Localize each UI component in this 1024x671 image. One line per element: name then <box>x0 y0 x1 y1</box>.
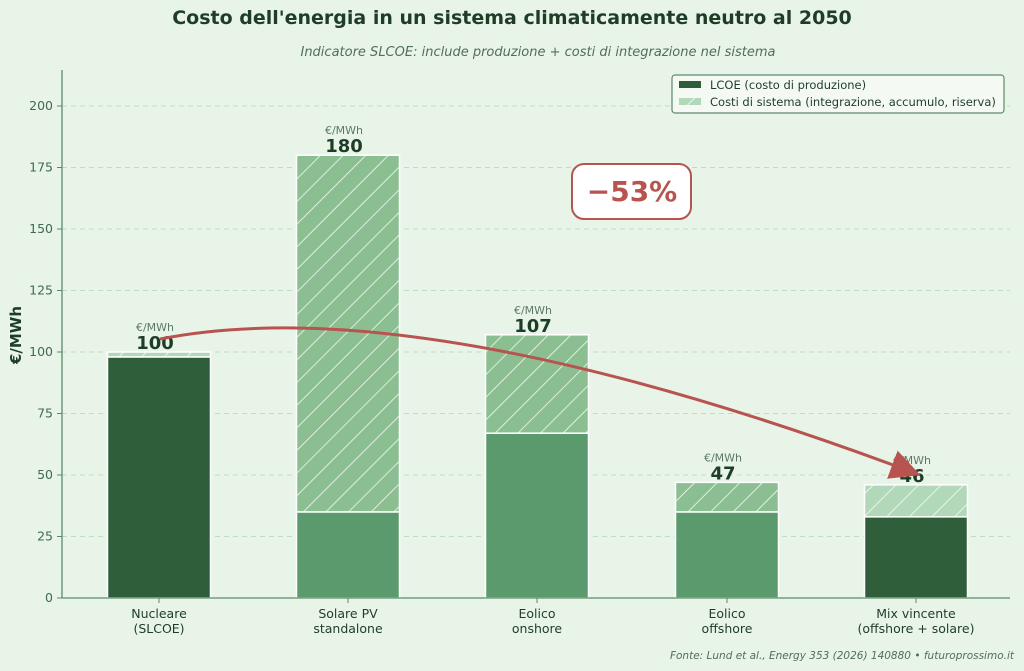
total-unit-label: €/MWh <box>514 304 552 317</box>
x-tick-label: onshore <box>512 621 563 636</box>
x-tick-label: Mix vincente <box>876 606 956 621</box>
x-tick-label: (SLCOE) <box>133 621 184 636</box>
x-tick-label: Solare PV <box>318 606 378 621</box>
y-tick-label: 25 <box>37 529 53 544</box>
y-tick-label: 125 <box>29 283 53 298</box>
y-tick-label: 0 <box>45 590 53 605</box>
legend: LCOE (costo di produzione) Costi di sist… <box>671 74 1005 114</box>
y-axis-label: €/MWh <box>7 306 25 365</box>
bar-lcoe <box>106 356 212 599</box>
source-note: Fonte: Lund et al., Energy 353 (2026) 14… <box>670 650 1015 662</box>
x-tick-label: Eolico <box>708 606 745 621</box>
total-value-label: 47 <box>710 463 735 484</box>
bar-lcoe <box>674 511 780 599</box>
x-tick-label: (offshore + solare) <box>858 621 975 636</box>
total-unit-label: €/MWh <box>325 124 363 137</box>
bar-system-hatch <box>675 482 779 512</box>
x-tick-label: Nucleare <box>131 606 187 621</box>
annotation-box <box>571 163 692 220</box>
total-value-label: 107 <box>514 316 552 337</box>
y-tick-label: 150 <box>29 221 53 236</box>
bar-system-hatch <box>107 352 211 357</box>
total-unit-label: €/MWh <box>136 321 174 334</box>
legend-swatch-lcoe <box>679 81 701 88</box>
x-tick-label: Eolico <box>518 606 555 621</box>
legend-label-system: Costi di sistema (integrazione, accumulo… <box>710 95 996 109</box>
bar-system-hatch <box>864 484 968 517</box>
total-value-label: 180 <box>325 136 363 157</box>
total-unit-label: €/MWh <box>704 451 742 464</box>
bar-lcoe <box>484 432 590 599</box>
trend-arrow <box>159 326 921 479</box>
x-tick-label: standalone <box>313 621 383 636</box>
chart-subtitle: Indicatore SLCOE: include produzione + c… <box>300 45 775 60</box>
y-tick-label: 75 <box>37 406 53 421</box>
y-tick-label: 200 <box>29 98 53 113</box>
x-tick-label: offshore <box>702 621 753 636</box>
bar-lcoe <box>295 511 401 599</box>
y-tick-label: 100 <box>29 344 53 359</box>
chart-title: Costo dell'energia in un sistema climati… <box>172 7 852 29</box>
y-tick-label: 50 <box>37 467 53 482</box>
annotation-text: −53% <box>587 175 677 208</box>
legend-label-lcoe: LCOE (costo di produzione) <box>710 78 866 92</box>
bar-lcoe <box>863 516 969 599</box>
y-tick-label: 175 <box>29 160 53 175</box>
